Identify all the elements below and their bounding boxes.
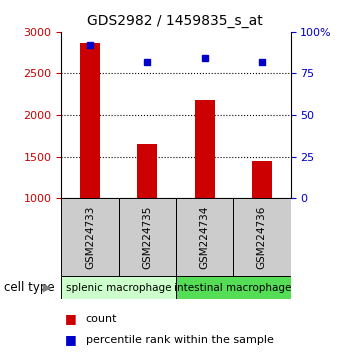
Bar [176,276,290,299]
Bar [61,276,176,299]
Bar [80,43,100,198]
Bar [195,101,215,198]
Text: ■: ■ [65,312,77,325]
Text: GSM224734: GSM224734 [199,205,210,269]
Bar [61,198,119,276]
Text: splenic macrophage: splenic macrophage [66,282,171,293]
Text: intestinal macrophage: intestinal macrophage [175,282,292,293]
Bar [252,161,272,198]
Text: percentile rank within the sample: percentile rank within the sample [86,335,274,345]
Text: cell type: cell type [4,281,54,294]
Text: GSM224733: GSM224733 [85,205,95,269]
Text: ■: ■ [65,333,77,346]
Bar [176,198,233,276]
Text: GDS2982 / 1459835_s_at: GDS2982 / 1459835_s_at [87,14,263,28]
Text: count: count [86,314,117,324]
Bar [137,144,157,198]
Bar [233,198,290,276]
Bar [119,198,176,276]
Text: GSM224735: GSM224735 [142,205,152,269]
Text: ▶: ▶ [43,282,51,293]
Text: GSM224736: GSM224736 [257,205,267,269]
